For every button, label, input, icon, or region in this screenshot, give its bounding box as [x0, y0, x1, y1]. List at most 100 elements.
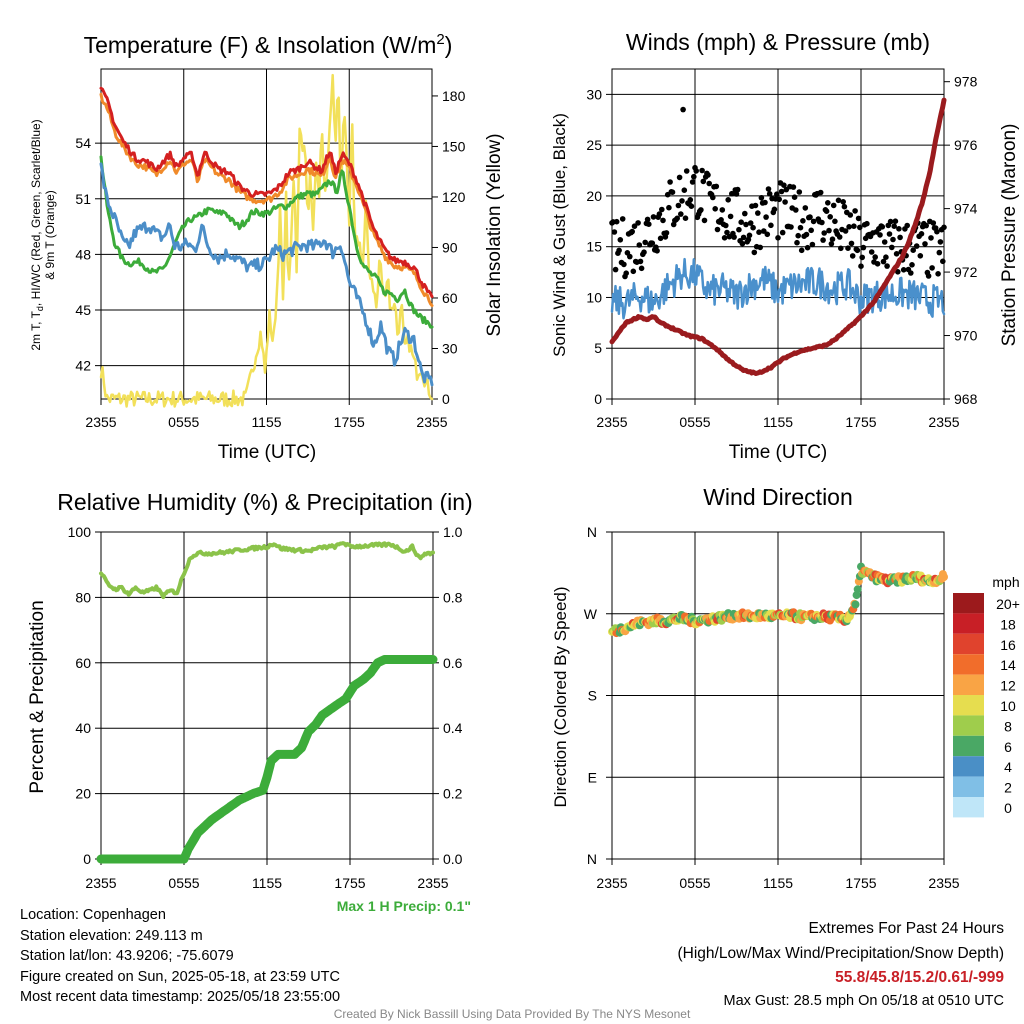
- gust-point: [691, 173, 697, 180]
- temperature-x-axis-label: Time (UTC): [218, 442, 317, 463]
- gust-point: [864, 220, 870, 227]
- gust-point: [884, 263, 890, 269]
- y-right-tick-label: 120: [442, 189, 466, 205]
- winds-y-left-label: Sonic Wind & Gust (Blue, Black): [550, 113, 569, 357]
- gust-point: [821, 230, 827, 236]
- gust-point: [740, 234, 747, 241]
- gust-point: [731, 234, 737, 240]
- gust-point: [823, 208, 830, 214]
- gust-point: [750, 224, 756, 231]
- legend-label: 16: [1000, 637, 1016, 653]
- y-right-tick-label: 1.0: [443, 524, 463, 540]
- legend-label: 20+: [996, 596, 1020, 612]
- gust-point: [678, 211, 684, 217]
- direction-tick-label: E: [588, 769, 597, 785]
- legend-swatch: [953, 654, 984, 675]
- gust-point: [796, 189, 803, 195]
- gust-point: [611, 229, 618, 235]
- gust-point: [845, 245, 851, 251]
- gust-point: [689, 179, 696, 185]
- legend-label: 6: [1004, 739, 1012, 755]
- gust-point: [630, 268, 637, 275]
- gust-point: [764, 231, 771, 238]
- gust-point: [635, 220, 641, 226]
- gust-point: [904, 222, 910, 229]
- legend-swatch: [953, 715, 984, 736]
- legend-label: 10: [1000, 698, 1016, 714]
- legend-swatch: [953, 674, 984, 695]
- y-left-tick-label: 10: [586, 289, 602, 305]
- direction-panel: N E S W N 2355 0555 1155 1755 2355: [584, 524, 960, 891]
- gust-point: [855, 215, 862, 222]
- humidity-panel: 0 20 40 60 80 100 0.0 0.2 0.4 0.6 0.8 1.0 2355 0555 11…: [68, 524, 463, 891]
- y-right-tick-label: 976: [954, 137, 978, 153]
- gust-point: [917, 253, 924, 259]
- gust-point: [755, 210, 761, 216]
- gust-point: [712, 206, 718, 212]
- gust-point: [838, 245, 844, 252]
- gust-point: [851, 223, 857, 229]
- temperature-panel-title: Temperature (F) & Insolation (W/m2): [84, 31, 453, 58]
- winds-panel: 0 5 10 15 20 25 30 968 970 972 974 976 978 2355 0555 11…: [586, 68, 978, 430]
- svg-text:& 9m T (Orange): & 9m T (Orange): [43, 190, 57, 280]
- gust-point: [698, 207, 704, 213]
- gust-point: [718, 217, 724, 223]
- direction-tick-label: N: [587, 524, 597, 540]
- gust-point: [913, 243, 920, 249]
- gust-point: [868, 249, 875, 255]
- gust-point: [725, 197, 731, 203]
- gust-point: [895, 269, 901, 275]
- direction-point: [853, 585, 862, 594]
- gust-point: [797, 224, 804, 231]
- gust-point: [776, 196, 782, 203]
- extremes-block: Extremes For Past 24 Hours (High/Low/Max…: [678, 917, 1005, 1011]
- gust-point: [935, 271, 941, 277]
- x-tick-label: 2355: [416, 414, 447, 430]
- direction-point: [851, 600, 860, 609]
- gust-point: [706, 180, 712, 187]
- y-right-tick-label: 978: [954, 74, 978, 90]
- gust-point: [808, 227, 814, 234]
- temperature-2m-line: [99, 86, 434, 299]
- gust-point: [793, 207, 799, 213]
- gust-point: [680, 106, 686, 113]
- legend-title: mph: [992, 574, 1019, 590]
- gust-point: [687, 197, 694, 203]
- precipitation-line: [96, 655, 438, 864]
- legend-label: 0: [1004, 800, 1012, 816]
- gust-point: [663, 230, 670, 236]
- gust-point: [736, 226, 742, 233]
- gust-point: [881, 239, 888, 245]
- gust-point: [847, 212, 854, 218]
- gust-point: [676, 174, 683, 181]
- winds-y-right-label: Station Pressure (Maroon): [999, 124, 1020, 347]
- x-tick-label: 1755: [334, 414, 365, 430]
- gust-point: [819, 219, 825, 226]
- gust-point: [674, 215, 680, 222]
- y-left-tick-label: 54: [75, 135, 91, 151]
- gust-point: [617, 237, 624, 243]
- gust-point: [688, 203, 695, 209]
- gust-point: [746, 232, 753, 239]
- legend-swatch: [953, 797, 984, 818]
- y-left-tick-label: 15: [586, 239, 602, 255]
- x-tick-label: 0555: [168, 414, 199, 430]
- elevation-text: Station elevation: 249.113 m: [20, 927, 203, 944]
- gust-point: [908, 270, 914, 276]
- gust-point: [657, 235, 664, 242]
- legend-label: 14: [1000, 657, 1016, 673]
- gust-point: [693, 168, 699, 174]
- gust-point: [745, 236, 752, 243]
- gust-point: [679, 198, 685, 204]
- gust-point: [852, 208, 858, 214]
- gust-point: [659, 206, 665, 213]
- gust-point: [909, 262, 915, 268]
- gust-point: [762, 199, 768, 206]
- gust-point: [778, 188, 785, 195]
- gust-point: [733, 191, 740, 197]
- gust-point: [817, 189, 824, 196]
- legend-label: 18: [1000, 616, 1016, 632]
- gust-point: [669, 189, 676, 195]
- gust-point: [781, 182, 787, 188]
- gust-point: [710, 194, 716, 201]
